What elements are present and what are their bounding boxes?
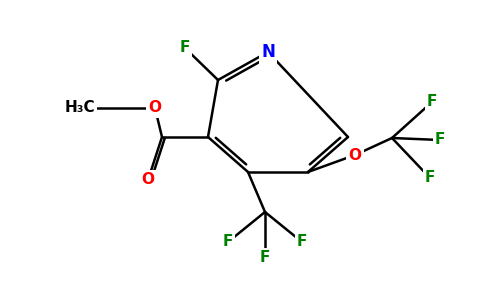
- Text: O: O: [149, 100, 162, 116]
- Text: O: O: [141, 172, 154, 188]
- Text: F: F: [435, 133, 445, 148]
- Text: N: N: [261, 43, 275, 61]
- Text: F: F: [425, 170, 435, 185]
- Text: F: F: [297, 235, 307, 250]
- Text: F: F: [260, 250, 270, 266]
- Text: F: F: [427, 94, 437, 110]
- Text: F: F: [180, 40, 190, 56]
- Text: F: F: [223, 235, 233, 250]
- Text: O: O: [348, 148, 362, 163]
- Text: H₃C: H₃C: [64, 100, 95, 116]
